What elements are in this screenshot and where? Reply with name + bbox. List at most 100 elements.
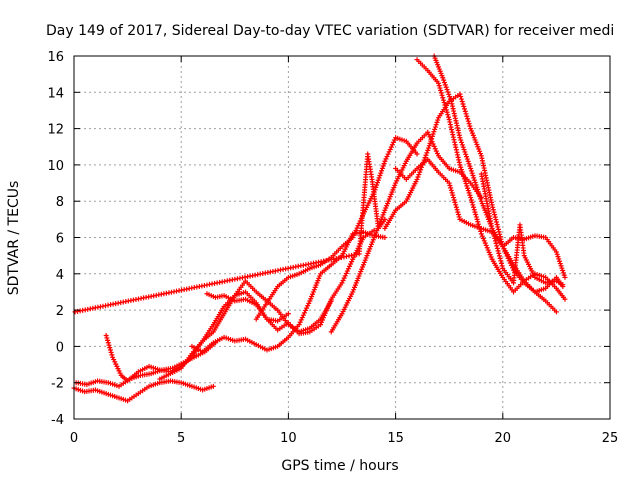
- data-point: [301, 310, 307, 316]
- data-point: [385, 151, 391, 157]
- data-point: [447, 94, 453, 100]
- data-point: [463, 181, 469, 187]
- data-point: [493, 240, 499, 246]
- data-point: [464, 156, 470, 162]
- data-point: [562, 274, 568, 280]
- data-point: [297, 319, 303, 325]
- data-point: [490, 230, 496, 236]
- data-point: [386, 196, 392, 202]
- data-point: [469, 128, 475, 134]
- data-point: [104, 335, 110, 341]
- data-point: [452, 199, 458, 205]
- data-point: [483, 242, 489, 248]
- data-point: [380, 212, 386, 218]
- data-point: [473, 212, 479, 218]
- data-series: [71, 378, 216, 404]
- data-point: [484, 245, 490, 251]
- data-point: [348, 261, 354, 267]
- data-point: [377, 173, 383, 179]
- data-point: [434, 119, 440, 125]
- data-point: [319, 319, 325, 325]
- data-point: [374, 182, 380, 188]
- data-point: [453, 204, 459, 210]
- data-point: [103, 333, 109, 339]
- data-series: [478, 171, 566, 288]
- data-point: [468, 166, 474, 172]
- data-point: [459, 99, 465, 104]
- data-point: [300, 312, 306, 318]
- data-point: [458, 94, 464, 100]
- data-point: [441, 100, 447, 106]
- data-point: [453, 202, 459, 208]
- x-tick-label: 25: [602, 431, 619, 446]
- data-point: [456, 214, 462, 220]
- data-point: [461, 147, 467, 153]
- data-point: [384, 154, 390, 160]
- y-tick-label: 10: [47, 159, 64, 174]
- data-point: [303, 307, 309, 313]
- data-point: [496, 229, 502, 235]
- data-point: [109, 352, 115, 358]
- data-point: [417, 169, 423, 175]
- data-point: [369, 239, 375, 245]
- data-point: [352, 284, 358, 290]
- data-point: [476, 224, 482, 230]
- data-point: [479, 200, 485, 206]
- data-point: [470, 173, 476, 179]
- data-point: [375, 177, 381, 183]
- data-point: [373, 230, 379, 236]
- data-point: [107, 347, 113, 353]
- data-point: [305, 303, 311, 309]
- x-tick-label: 15: [387, 431, 404, 446]
- data-point: [491, 209, 497, 215]
- data-point: [466, 161, 472, 167]
- data-point: [364, 253, 370, 259]
- data-point: [210, 383, 216, 389]
- chart-title: Day 149 of 2017, Sidereal Day-to-day VTE…: [46, 23, 614, 39]
- y-tick-label: 16: [47, 50, 64, 65]
- data-point: [445, 112, 451, 118]
- data-series: [103, 289, 291, 384]
- data-point: [446, 180, 452, 186]
- data-point: [493, 217, 499, 223]
- data-point: [465, 185, 471, 191]
- data-point: [491, 233, 497, 239]
- data-point: [493, 219, 499, 225]
- data-point: [460, 101, 466, 107]
- data-point: [476, 146, 482, 152]
- data-point: [495, 248, 501, 254]
- data-point: [435, 117, 441, 123]
- data-point: [429, 136, 435, 142]
- data-point: [479, 233, 485, 239]
- data-point: [462, 106, 468, 112]
- data-point: [392, 182, 398, 188]
- data-point: [323, 308, 329, 314]
- data-point: [473, 139, 479, 145]
- data-point: [310, 291, 316, 297]
- data-point: [562, 296, 568, 302]
- data-point: [462, 178, 468, 184]
- x-tick-labels: 0 5 10 15 20 25: [70, 431, 618, 446]
- data-point: [382, 216, 388, 222]
- data-point: [473, 182, 479, 188]
- data-point: [492, 235, 498, 241]
- data-point: [461, 174, 467, 180]
- data-point: [383, 205, 389, 211]
- data-point: [475, 189, 481, 195]
- data-point: [306, 300, 312, 306]
- data-point: [496, 250, 502, 256]
- data-point: [107, 345, 113, 351]
- x-axis-title: GPS time / hours: [281, 458, 398, 474]
- data-series: [382, 91, 559, 315]
- data-point: [468, 126, 474, 132]
- data-point: [320, 315, 326, 321]
- y-tick-label: 4: [56, 268, 64, 283]
- data-point: [457, 91, 463, 97]
- data-point: [310, 289, 316, 295]
- data-point: [374, 180, 380, 186]
- data-point: [415, 174, 421, 180]
- data-point: [458, 164, 464, 170]
- data-point: [478, 196, 484, 202]
- data-point: [445, 89, 451, 95]
- y-tick-label: 6: [56, 232, 64, 247]
